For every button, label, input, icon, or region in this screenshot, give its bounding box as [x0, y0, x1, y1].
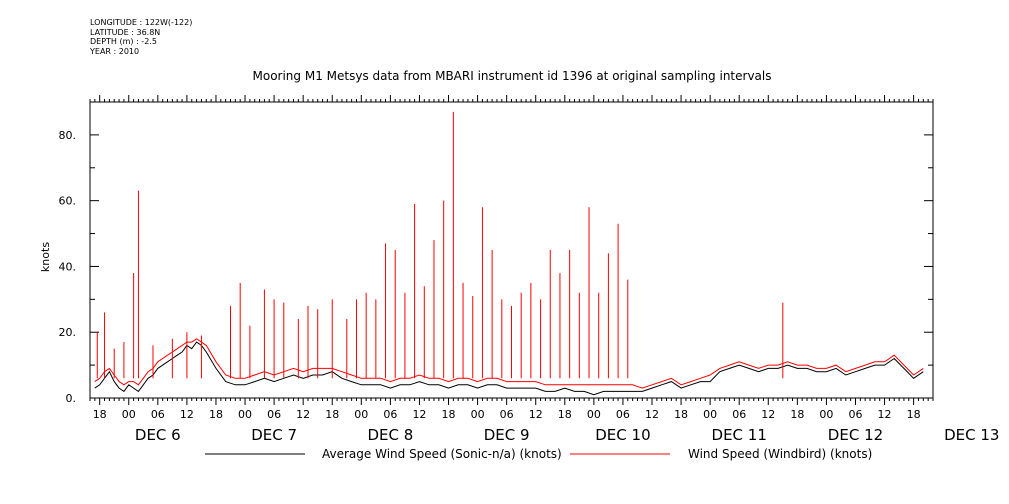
y-tick-label: 0. — [66, 392, 77, 405]
y-axis-label: knots — [39, 242, 52, 272]
x-hour-label: 12 — [180, 408, 194, 421]
legend: Average Wind Speed (Sonic-n/a) (knots) Wi… — [205, 447, 872, 461]
x-hour-label: 00 — [238, 408, 252, 421]
x-hour-label: 18 — [93, 408, 107, 421]
series-line-0 — [94, 341, 924, 396]
x-hour-label: 18 — [674, 408, 688, 421]
x-hour-label: 00 — [122, 408, 136, 421]
x-hour-label: 00 — [354, 408, 368, 421]
x-hour-label: 12 — [412, 408, 426, 421]
series-line-1 — [94, 338, 924, 389]
x-day-label: DEC 8 — [367, 426, 413, 444]
chart-title: Mooring M1 Metsys data from MBARI instru… — [253, 69, 772, 83]
x-hour-label: 00 — [471, 408, 485, 421]
x-hour-label: 18 — [209, 408, 223, 421]
x-hour-label: 18 — [790, 408, 804, 421]
x-hour-label: 18 — [907, 408, 921, 421]
x-axis-ticks: 18 00 06 12 18 00 06 12 18 00 06 12 18 00 06 12 18 00 06 12… — [89, 95, 999, 444]
x-hour-label: 12 — [296, 408, 310, 421]
x-hour-label: 12 — [529, 408, 543, 421]
x-hour-label: 00 — [819, 408, 833, 421]
x-hour-label: 00 — [587, 408, 601, 421]
x-hour-label: 06 — [151, 408, 165, 421]
y-tick-label: 40. — [59, 260, 77, 273]
x-day-label: DEC 12 — [828, 426, 883, 444]
x-hour-label: 06 — [267, 408, 281, 421]
x-hour-label: 00 — [703, 408, 717, 421]
x-hour-label: 06 — [848, 408, 862, 421]
x-hour-label: 12 — [761, 408, 775, 421]
year-text: YEAR : 2010 — [90, 46, 140, 56]
station-metadata: LONGITUDE : 122W(-122) LATITUDE : 36.8N … — [90, 18, 192, 56]
x-hour-label: 12 — [645, 408, 659, 421]
depth-text: DEPTH (m) : -2.5 — [90, 37, 157, 46]
x-day-label: DEC 13 — [944, 426, 999, 444]
x-day-label: DEC 7 — [251, 426, 297, 444]
x-day-label: DEC 10 — [595, 426, 650, 444]
x-hour-label: 18 — [442, 408, 456, 421]
x-hour-label: 06 — [732, 408, 746, 421]
x-hour-label: 12 — [878, 408, 892, 421]
x-hour-label: 18 — [558, 408, 572, 421]
y-axis-ticks: 0. 20. 40. 60. 80. — [59, 101, 933, 405]
x-hour-label: 06 — [383, 408, 397, 421]
series-layer — [94, 111, 924, 396]
x-day-label: DEC 11 — [712, 426, 767, 444]
y-tick-label: 20. — [59, 326, 77, 339]
y-tick-label: 80. — [59, 129, 77, 142]
legend-label-sonic: Average Wind Speed (Sonic-n/a) (knots) — [322, 447, 562, 461]
x-day-label: DEC 9 — [484, 426, 530, 444]
x-hour-label: 18 — [325, 408, 339, 421]
longitude-text: LONGITUDE : 122W(-122) — [90, 18, 193, 27]
latitude-text: LATITUDE : 36.8N — [90, 27, 161, 37]
x-hour-label: 06 — [500, 408, 514, 421]
legend-label-windbird: Wind Speed (Windbird) (knots) — [688, 447, 872, 461]
x-hour-label: 06 — [616, 408, 630, 421]
x-day-label: DEC 6 — [135, 426, 181, 444]
y-tick-label: 60. — [59, 195, 77, 208]
